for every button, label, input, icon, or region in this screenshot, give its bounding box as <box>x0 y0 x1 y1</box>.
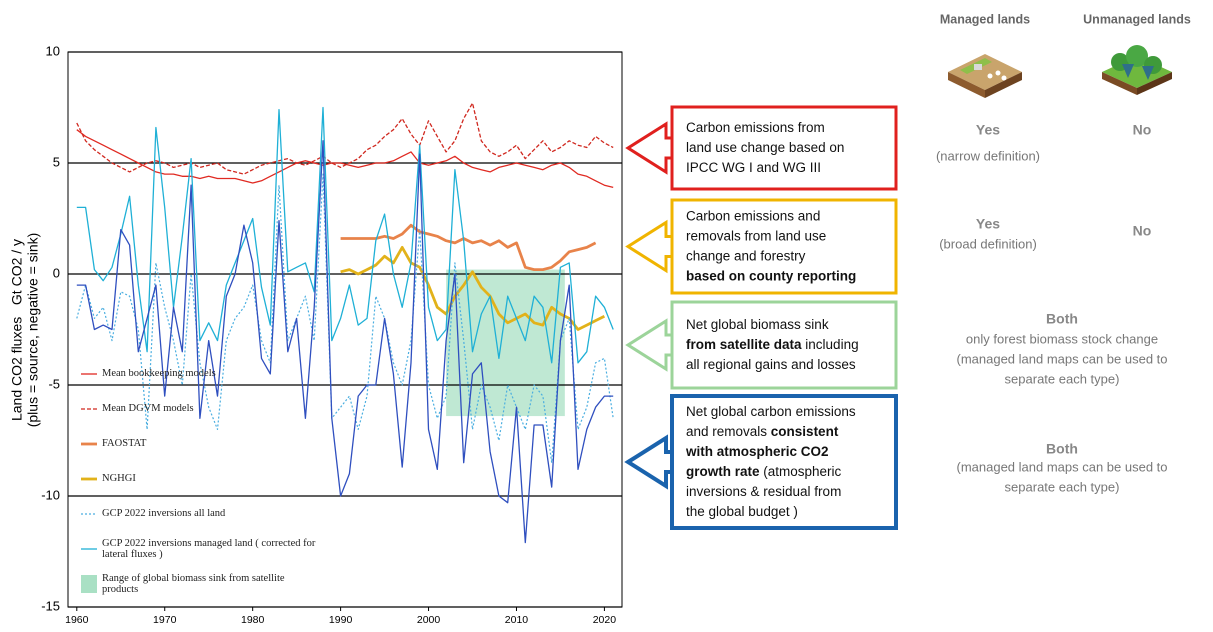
legend-label: Mean DGVM models <box>102 403 194 414</box>
arrow <box>628 438 676 486</box>
panel-text: and removals consistent <box>686 424 839 439</box>
panel-text: Net global carbon emissions <box>686 404 856 419</box>
legend-item: GCP 2022 inversions managed land ( corre… <box>80 531 320 566</box>
legend-swatch <box>80 435 98 453</box>
text-segment: Carbon emissions and <box>686 208 820 223</box>
text-segment: (atmospheric <box>760 464 842 479</box>
arrow <box>628 124 676 172</box>
both-cell: separate each type) <box>1005 479 1120 494</box>
y-tick-label: 10 <box>46 43 60 58</box>
panel-text: Carbon emissions and <box>686 208 820 223</box>
panel-text: based on county reporting <box>686 268 856 283</box>
text-segment: growth rate <box>686 464 760 479</box>
y-axis-label: Land CO2 fluxes Gt CO2 / y <box>9 239 25 421</box>
text-segment: Carbon emissions from <box>686 120 825 135</box>
legend-swatch <box>80 400 98 418</box>
column-header: Unmanaged lands <box>1083 12 1191 26</box>
legend-item: NGHGI <box>80 461 320 496</box>
panel-text: IPCC WG I and WG III <box>686 160 821 175</box>
legend-label: FAOSTAT <box>102 438 146 449</box>
legend-label: Mean bookkeeping models <box>102 368 216 379</box>
legend-label: NGHGI <box>102 473 136 484</box>
x-tick-label: 2000 <box>417 614 441 626</box>
x-tick-label: 1980 <box>241 614 265 626</box>
legend-swatch <box>80 470 98 488</box>
x-tick-label: 1970 <box>153 614 177 626</box>
text-segment: Net global carbon emissions <box>686 404 856 419</box>
both-cell: (managed land maps can be used to <box>956 351 1167 366</box>
panel-text: inversions & residual from <box>686 484 841 499</box>
managed-land-icon <box>948 54 1022 98</box>
unmanaged-cell: No <box>1133 223 1152 239</box>
legend-range <box>81 575 97 593</box>
both-cell: Both <box>1046 311 1078 327</box>
both-cell: separate each type) <box>1005 371 1120 386</box>
x-tick-label: 2010 <box>505 614 529 626</box>
legend-swatch <box>80 575 98 593</box>
legend-swatch <box>80 505 98 523</box>
legend-swatch <box>80 365 98 383</box>
legend-item: Mean DGVM models <box>80 391 320 426</box>
panel-text: growth rate (atmospheric <box>686 464 842 479</box>
text-segment: with atmospheric CO2 <box>685 444 829 459</box>
managed-cell: (narrow definition) <box>936 148 1040 163</box>
text-segment: based on county reporting <box>686 268 856 283</box>
managed-cell: (broad definition) <box>939 236 1037 251</box>
y-tick-label: -5 <box>48 376 60 391</box>
text-segment: consistent <box>771 424 839 439</box>
panel-text: all regional gains and losses <box>686 357 856 372</box>
text-segment: Net global biomass sink <box>686 317 829 332</box>
unmanaged-land-icon <box>1102 45 1172 95</box>
text-segment: including <box>802 337 859 352</box>
panel-text: change and forestry <box>686 248 806 263</box>
x-tick-label: 1960 <box>65 614 89 626</box>
arrow <box>628 321 676 369</box>
both-cell: (managed land maps can be used to <box>956 459 1167 474</box>
legend-label: Range of global biomass sink from satell… <box>102 573 320 595</box>
page: Land CO2 fluxes Gt CO2 / y(plus = source… <box>0 0 1213 632</box>
column-header: Managed lands <box>940 12 1030 26</box>
x-tick-label: 2020 <box>593 614 617 626</box>
panel-text: removals from land use <box>686 228 826 243</box>
text-segment: all regional gains and losses <box>686 357 856 372</box>
legend-item: GCP 2022 inversions all land <box>80 496 320 531</box>
arrow <box>628 223 676 271</box>
panel-text: Net global biomass sink <box>686 317 829 332</box>
unmanaged-cell: No <box>1133 122 1152 138</box>
text-segment: the global budget ) <box>686 504 798 519</box>
legend-item: Mean bookkeeping models <box>80 356 320 391</box>
panel-text: with atmospheric CO2 <box>685 444 829 459</box>
text-segment: IPCC WG I and WG III <box>686 160 821 175</box>
y-tick-label: -15 <box>41 598 60 613</box>
text-segment: land use change based on <box>686 140 844 155</box>
legend-label: GCP 2022 inversions managed land ( corre… <box>102 538 320 560</box>
panel-text: Carbon emissions from <box>686 120 825 135</box>
panel-text: land use change based on <box>686 140 844 155</box>
y-tick-label: -10 <box>41 487 60 502</box>
panel-text: from satellite data including <box>686 337 859 352</box>
panel-text: the global budget ) <box>686 504 798 519</box>
legend-item: Range of global biomass sink from satell… <box>80 566 320 601</box>
legend-swatch <box>80 540 98 558</box>
managed-cell: Yes <box>976 122 1000 138</box>
x-tick-label: 1990 <box>329 614 353 626</box>
legend-item: FAOSTAT <box>80 426 320 461</box>
text-segment: and removals <box>686 424 771 439</box>
legend: Mean bookkeeping models Mean DGVM models F… <box>80 356 320 601</box>
both-cell: Both <box>1046 441 1078 457</box>
both-cell: only forest biomass stock change <box>966 331 1158 346</box>
text-segment: removals from land use <box>686 228 826 243</box>
y-tick-label: 0 <box>53 265 60 280</box>
text-segment: from satellite data <box>686 337 802 352</box>
legend-label: GCP 2022 inversions all land <box>102 508 225 519</box>
text-segment: change and forestry <box>686 248 806 263</box>
y-axis-label: (plus = source, negative = sink) <box>25 233 41 428</box>
text-segment: inversions & residual from <box>686 484 841 499</box>
y-tick-label: 5 <box>53 154 60 169</box>
managed-cell: Yes <box>976 216 1000 232</box>
